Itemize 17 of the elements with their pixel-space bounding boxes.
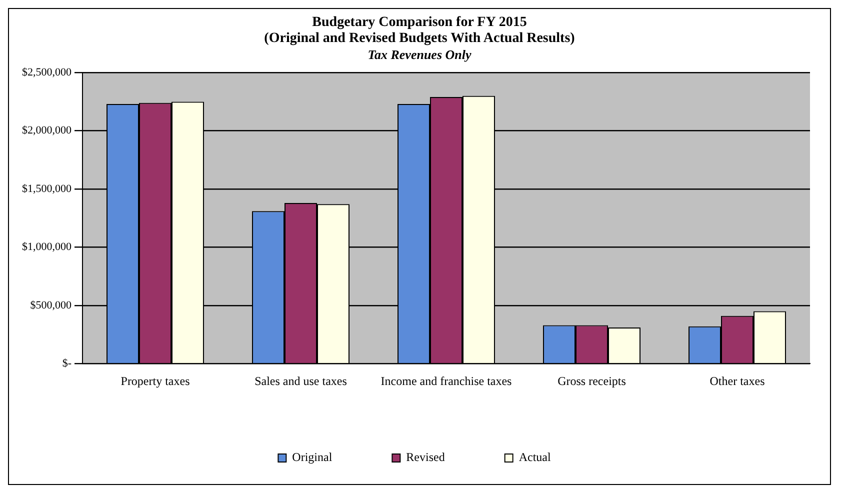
y-tick-label: $1,000,000 (22, 241, 72, 254)
y-tick-label: $- (62, 357, 72, 370)
legend-label: Original (292, 450, 333, 464)
y-tick-label: $2,500,000 (22, 66, 72, 78)
text: Tax Revenues Only (366, 47, 472, 63)
y-tick-label: $1,500,000 (22, 182, 72, 195)
y-tick-label: $500,000 (30, 299, 72, 312)
y-tick-label: $2,000,000 (22, 124, 72, 137)
x-tick-label: Gross receipts (558, 374, 626, 388)
x-tick-label: Other taxes (710, 374, 766, 388)
x-tick-label: Sales and use taxes (254, 374, 348, 388)
legend-label: Revised (406, 450, 445, 464)
x-tick-label: Property taxes (120, 374, 190, 388)
chart-subtitle: (Original and Revised Budgets With Actual Results) (263, 31, 576, 47)
x-tick-label: Income and franchise taxes (380, 374, 512, 388)
chart-title: Budgetary Comparison for FY 2015 (311, 15, 528, 31)
legend-label: Actual (518, 450, 552, 464)
